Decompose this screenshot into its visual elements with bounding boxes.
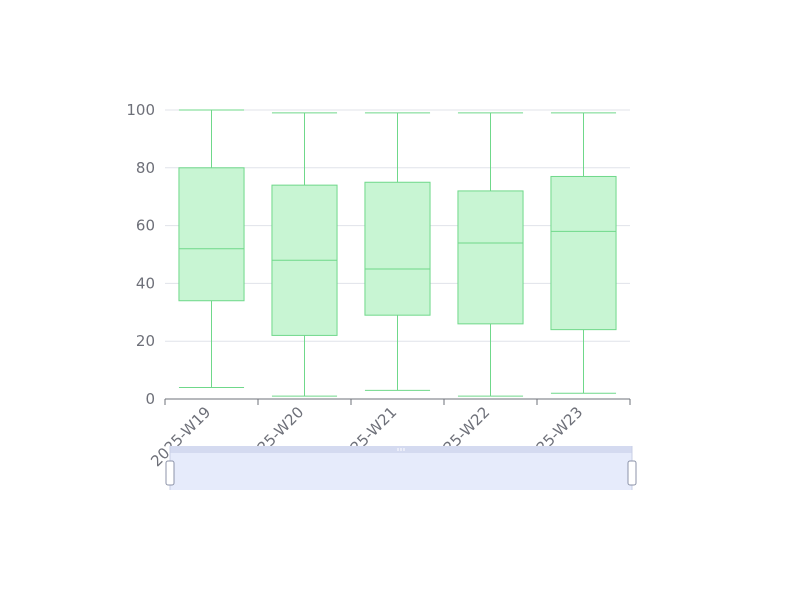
- y-tick-label: 0: [145, 390, 155, 408]
- box-2025-W20: [271, 112, 338, 397]
- y-tick-label: 40: [136, 274, 155, 292]
- iqr-box: [550, 175, 617, 331]
- zoom-left-handle[interactable]: [165, 460, 175, 486]
- iqr-box: [178, 167, 245, 302]
- box-2025-W19: [178, 109, 245, 388]
- zoom-selection[interactable]: [170, 446, 632, 490]
- iqr-box: [457, 190, 524, 325]
- y-tick-label: 100: [126, 101, 155, 119]
- y-tick-label: 20: [136, 332, 155, 350]
- box-2025-W23: [550, 112, 617, 394]
- iqr-box: [364, 181, 431, 316]
- y-tick-label: 60: [136, 217, 155, 235]
- box-series: [178, 109, 617, 397]
- data-zoom-slider[interactable]: [165, 446, 637, 490]
- zoom-right-handle[interactable]: [627, 460, 637, 486]
- box-2025-W21: [364, 112, 431, 391]
- box-2025-W22: [457, 112, 524, 397]
- y-axis: 0 20 40 60 80 100: [126, 101, 155, 408]
- y-tick-label: 80: [136, 159, 155, 177]
